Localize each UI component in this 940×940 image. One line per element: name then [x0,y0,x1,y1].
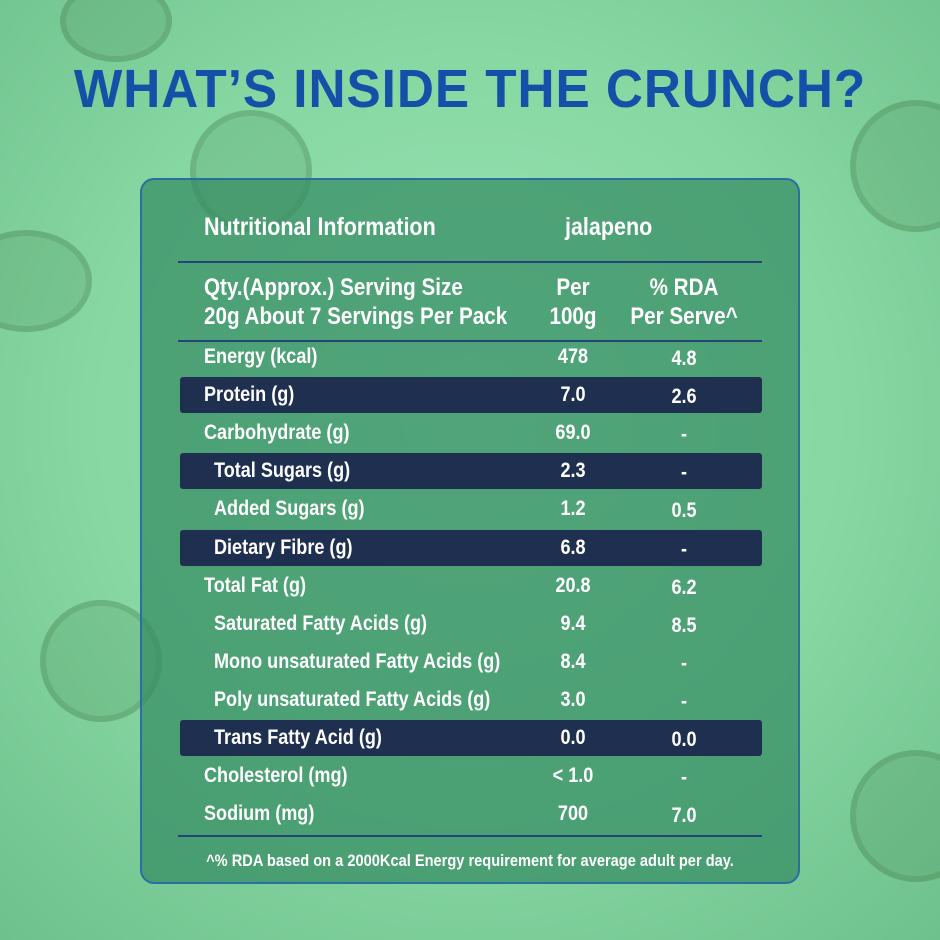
nutrient-label: Energy (kcal) [204,345,318,368]
variant: jalapeno [565,213,653,241]
per-100g: 8.4 [560,649,586,673]
nutrient-label: Sodium (mg) [204,802,315,826]
per-100g: 69.0 [555,421,591,445]
nutrient-label: Dietary Fibre (g) [214,535,353,559]
title: WHAT’S INSIDE THE CRUNCH? [73,59,867,119]
rda-per-serve: 0.0 [671,728,697,751]
rule [178,340,762,342]
per-100g: 0.0 [560,726,586,749]
per-100g: 20.8 [555,573,591,597]
column-header: Per [556,274,590,301]
per-100g: 6.8 [560,535,586,559]
decoration [850,750,940,882]
nutrient-label: Trans Fatty Acid (g) [214,726,382,749]
row-highlight [180,453,762,490]
nutrient-label: Added Sugars (g) [214,497,365,521]
nutrient-label: Carbohydrate (g) [204,421,350,445]
rda-per-serve: 4.8 [671,347,697,370]
per-100g: 2.3 [560,459,586,483]
row-highlight [180,529,762,566]
per-100g: 3.0 [560,687,586,711]
per-100g: 9.4 [560,611,586,635]
nutrient-label: Cholesterol (mg) [204,764,348,788]
row-highlight [180,720,762,756]
nutrient-label: Total Fat (g) [204,573,306,597]
rda-per-serve: - [680,537,688,561]
table-heading: Nutritional Information [204,213,436,241]
row-highlight [180,377,762,414]
per-100g: 7.0 [560,383,586,407]
nutrient-label: Mono unsaturated Fatty Acids (g) [214,649,501,673]
per-100g: 700 [557,802,589,826]
column-header: Qty.(Approx.) Serving Size [204,274,463,301]
decoration [0,230,92,332]
rda-per-serve: - [680,651,688,675]
per-100g: < 1.0 [552,764,594,788]
rda-per-serve: 2.6 [671,385,697,409]
nutrient-label: Total Sugars (g) [214,459,351,483]
rda-per-serve: 7.0 [671,804,697,828]
nutrient-label: Poly unsaturated Fatty Acids (g) [214,687,491,711]
column-header: 20g About 7 Servings Per Pack [204,303,508,330]
rda-per-serve: 8.5 [671,613,697,637]
rda-per-serve: - [680,766,688,790]
footnote: ^% RDA based on a 2000Kcal Energy requir… [206,851,734,870]
column-header: Per Serve^ [630,303,738,330]
per-100g: 478 [557,345,589,368]
decoration [60,0,172,62]
nutrient-label: Protein (g) [204,383,295,407]
rda-per-serve: - [680,423,688,447]
column-header: % RDA [649,274,719,301]
rule [178,261,762,263]
column-header: 100g [549,303,597,330]
per-100g: 1.2 [560,497,586,521]
rule [178,835,762,837]
rda-per-serve: 6.2 [671,575,697,599]
nutrient-label: Saturated Fatty Acids (g) [214,611,428,635]
rda-per-serve: 0.5 [671,499,697,523]
rda-per-serve: - [680,461,688,485]
rda-per-serve: - [680,689,688,713]
